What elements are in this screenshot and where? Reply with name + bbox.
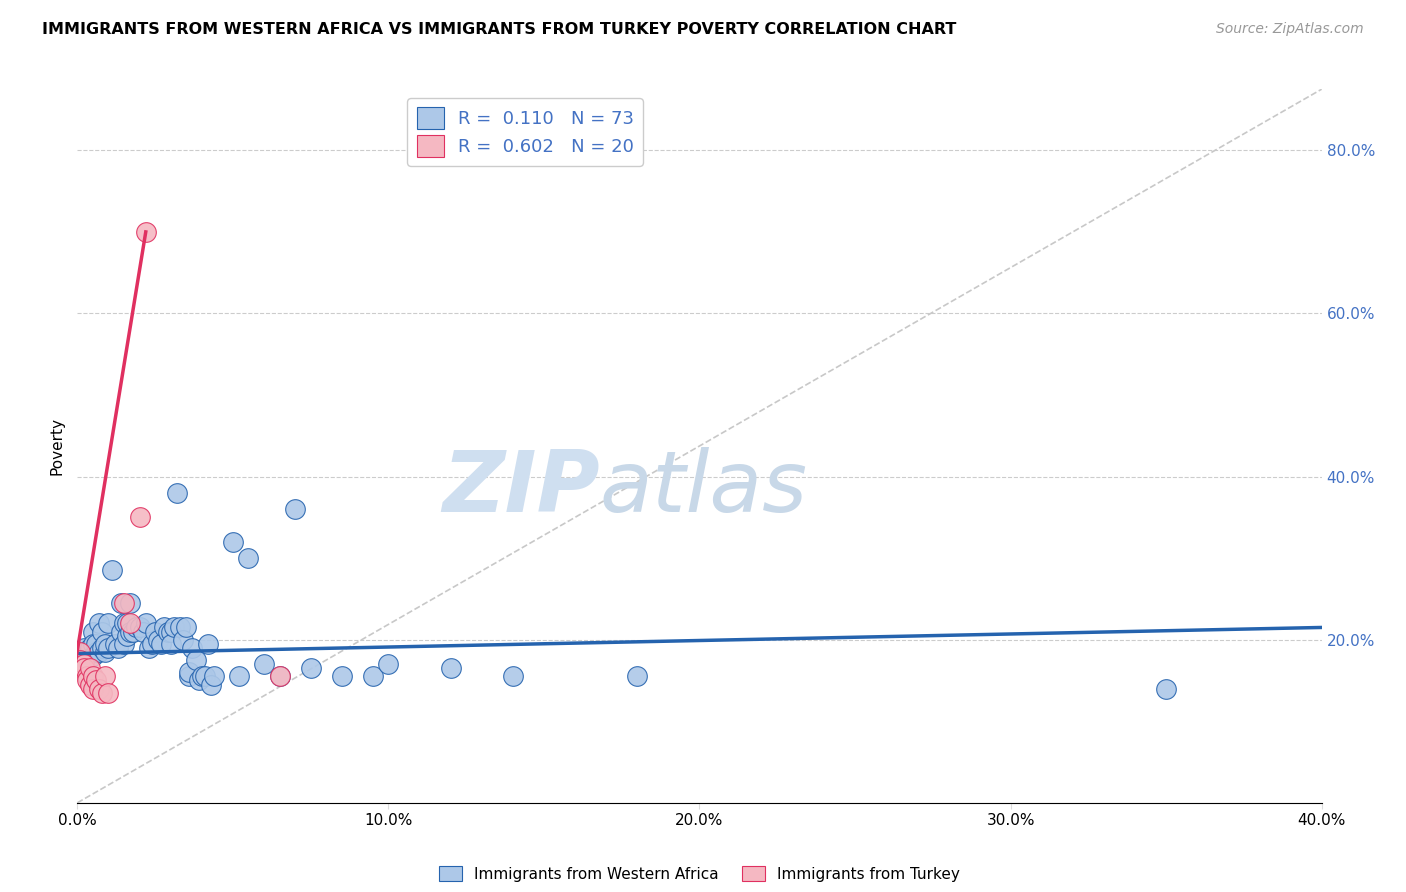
Point bbox=[76, 653, 98, 667]
Point bbox=[502, 669, 524, 683]
Point bbox=[228, 669, 250, 683]
Point bbox=[97, 616, 120, 631]
Point bbox=[97, 686, 120, 700]
Point bbox=[128, 620, 150, 634]
Point bbox=[202, 669, 225, 683]
Point bbox=[299, 661, 322, 675]
Point bbox=[82, 624, 104, 639]
Point bbox=[107, 640, 129, 655]
Point bbox=[159, 624, 181, 639]
Point bbox=[330, 669, 353, 683]
Point bbox=[131, 624, 153, 639]
Point bbox=[194, 669, 217, 683]
Point bbox=[112, 637, 135, 651]
Point bbox=[82, 681, 104, 696]
Point bbox=[153, 620, 176, 634]
Point bbox=[69, 653, 91, 667]
Point bbox=[91, 686, 114, 700]
Point bbox=[87, 645, 110, 659]
Point bbox=[110, 624, 132, 639]
Point bbox=[112, 596, 135, 610]
Point bbox=[179, 665, 201, 680]
Point bbox=[87, 681, 110, 696]
Point bbox=[94, 669, 117, 683]
Text: Source: ZipAtlas.com: Source: ZipAtlas.com bbox=[1216, 22, 1364, 37]
Point bbox=[184, 653, 207, 667]
Point bbox=[82, 648, 104, 663]
Point bbox=[79, 645, 101, 659]
Text: IMMIGRANTS FROM WESTERN AFRICA VS IMMIGRANTS FROM TURKEY POVERTY CORRELATION CHA: IMMIGRANTS FROM WESTERN AFRICA VS IMMIGR… bbox=[42, 22, 956, 37]
Point bbox=[115, 629, 138, 643]
Point bbox=[200, 677, 222, 691]
Point bbox=[377, 657, 399, 672]
Point bbox=[94, 637, 117, 651]
Point bbox=[222, 534, 245, 549]
Point bbox=[238, 551, 260, 566]
Point bbox=[82, 637, 104, 651]
Point bbox=[135, 225, 157, 239]
Point bbox=[191, 669, 214, 683]
Point bbox=[159, 637, 181, 651]
Point bbox=[172, 632, 194, 647]
Point bbox=[97, 640, 120, 655]
Legend: Immigrants from Western Africa, Immigrants from Turkey: Immigrants from Western Africa, Immigran… bbox=[433, 860, 966, 888]
Point bbox=[91, 640, 114, 655]
Text: atlas: atlas bbox=[600, 447, 808, 531]
Point bbox=[440, 661, 463, 675]
Point bbox=[166, 486, 188, 500]
Point bbox=[115, 616, 138, 631]
Point bbox=[79, 677, 101, 691]
Point bbox=[82, 669, 104, 683]
Point bbox=[122, 624, 145, 639]
Point bbox=[187, 673, 209, 688]
Point bbox=[120, 624, 142, 639]
Point bbox=[110, 596, 132, 610]
Point bbox=[143, 624, 166, 639]
Point bbox=[156, 624, 179, 639]
Point bbox=[138, 640, 160, 655]
Point bbox=[84, 645, 107, 659]
Point bbox=[120, 616, 142, 631]
Point bbox=[100, 563, 122, 577]
Point bbox=[361, 669, 384, 683]
Point bbox=[128, 510, 150, 524]
Point bbox=[163, 620, 186, 634]
Point bbox=[94, 645, 117, 659]
Point bbox=[174, 620, 197, 634]
Y-axis label: Poverty: Poverty bbox=[49, 417, 65, 475]
Point bbox=[120, 596, 142, 610]
Point bbox=[72, 640, 94, 655]
Point bbox=[284, 502, 307, 516]
Point bbox=[76, 673, 98, 688]
Point bbox=[76, 669, 98, 683]
Point bbox=[269, 669, 291, 683]
Point bbox=[79, 661, 101, 675]
Point bbox=[84, 673, 107, 688]
Point bbox=[181, 640, 204, 655]
Point bbox=[91, 624, 114, 639]
Point bbox=[76, 648, 98, 663]
Point bbox=[169, 620, 191, 634]
Text: ZIP: ZIP bbox=[443, 447, 600, 531]
Point bbox=[87, 616, 110, 631]
Point bbox=[141, 637, 163, 651]
Point bbox=[148, 632, 170, 647]
Point bbox=[104, 637, 127, 651]
Point bbox=[626, 669, 648, 683]
Point bbox=[269, 669, 291, 683]
Point bbox=[79, 640, 101, 655]
Point bbox=[84, 637, 107, 651]
Point bbox=[1154, 681, 1177, 696]
Point bbox=[197, 637, 219, 651]
Point bbox=[125, 620, 148, 634]
Point bbox=[72, 657, 94, 672]
Point bbox=[69, 645, 91, 659]
Point bbox=[179, 669, 201, 683]
Point bbox=[72, 661, 94, 675]
Point bbox=[112, 616, 135, 631]
Point bbox=[253, 657, 276, 672]
Point bbox=[69, 645, 91, 659]
Point bbox=[150, 637, 173, 651]
Point bbox=[135, 616, 157, 631]
